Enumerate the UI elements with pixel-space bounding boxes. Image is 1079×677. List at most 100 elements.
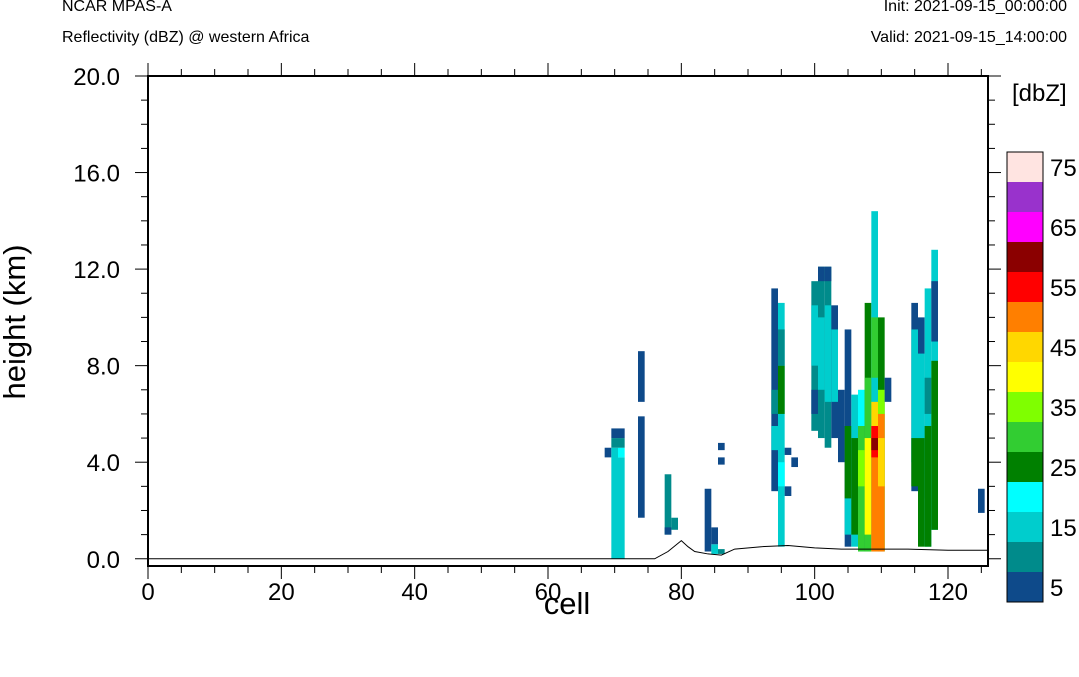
colorbar-swatch bbox=[1007, 332, 1043, 362]
reflectivity-cell bbox=[844, 426, 852, 499]
reflectivity-cell bbox=[638, 351, 645, 402]
reflectivity-cell bbox=[718, 442, 725, 451]
reflectivity-cell bbox=[618, 447, 625, 458]
reflectivity-cell bbox=[778, 302, 785, 547]
reflectivity-cell bbox=[871, 426, 878, 552]
reflectivity-cell bbox=[824, 305, 832, 402]
colorbar-swatch bbox=[1007, 242, 1043, 272]
reflectivity-cell bbox=[611, 438, 618, 448]
axis-ticks bbox=[135, 63, 1001, 579]
colorbar-tick-label: 15 bbox=[1050, 515, 1077, 542]
x-tick-label: 120 bbox=[928, 579, 968, 606]
y-tick-label: 0.0 bbox=[87, 547, 120, 574]
reflectivity-cell bbox=[771, 426, 778, 451]
reflectivity-cell bbox=[784, 447, 792, 455]
colorbar-tick-label: 5 bbox=[1050, 575, 1063, 602]
reflectivity-cell bbox=[811, 305, 818, 366]
reflectivity-cell bbox=[618, 428, 625, 439]
reflectivity-cell bbox=[618, 457, 625, 559]
x-tick-label: 20 bbox=[268, 579, 295, 606]
colorbar-swatch bbox=[1007, 272, 1043, 302]
x-tick-label: 40 bbox=[401, 579, 428, 606]
colorbar-tick-label: 25 bbox=[1050, 455, 1077, 482]
y-axis-title: height (km) bbox=[0, 244, 32, 399]
reflectivity-cell bbox=[778, 329, 785, 366]
reflectivity-cell bbox=[911, 329, 918, 463]
reflectivity-cell bbox=[771, 389, 778, 414]
plot-frame bbox=[147, 75, 989, 567]
valid-time: Valid: 2021-09-15_14:00:00 bbox=[870, 29, 1067, 46]
colorbar-swatch bbox=[1007, 452, 1043, 482]
colorbar-swatch bbox=[1007, 302, 1043, 332]
colorbar-swatch bbox=[1007, 572, 1043, 602]
colorbar-swatch bbox=[1007, 392, 1043, 422]
y-tick-label: 12.0 bbox=[73, 257, 120, 284]
colorbar-tick-label: 55 bbox=[1050, 275, 1077, 302]
reflectivity-cell bbox=[778, 365, 785, 414]
reflectivity-cells bbox=[604, 211, 985, 559]
reflectivity-cell bbox=[878, 438, 885, 487]
reflectivity-cell bbox=[818, 266, 825, 282]
colorbar-swatch bbox=[1007, 482, 1043, 512]
reflectivity-cell bbox=[858, 426, 865, 552]
chart-subtitle: Reflectivity (dBZ) @ western Africa bbox=[62, 29, 310, 46]
axis-tick-labels: 0 20 40 60 80 100 120 0.0 4.0 8.0 12.0 16.0 20.0 bbox=[73, 64, 968, 606]
colorbar-tick-label: 35 bbox=[1050, 395, 1077, 422]
colorbar-border bbox=[1006, 151, 1044, 603]
reflectivity-cell bbox=[884, 377, 892, 402]
model-title: NCAR MPAS-A bbox=[62, 0, 172, 15]
reflectivity-cell bbox=[784, 486, 792, 496]
reflectivity-cell bbox=[711, 544, 718, 554]
x-tick-label: 0 bbox=[141, 579, 154, 606]
x-tick-label: 100 bbox=[795, 579, 835, 606]
colorbar-tick-label: 65 bbox=[1050, 215, 1077, 242]
reflectivity-cell bbox=[704, 488, 712, 552]
y-tick-label: 16.0 bbox=[73, 161, 120, 188]
reflectivity-cell bbox=[831, 329, 838, 402]
colorbar: 5 15 25 35 45 55 65 75 bbox=[1006, 151, 1077, 603]
reflectivity-cell bbox=[871, 438, 878, 451]
reflectivity-cell bbox=[844, 498, 852, 535]
reflectivity-cell bbox=[718, 457, 725, 465]
colorbar-swatch bbox=[1007, 212, 1043, 242]
reflectivity-cell bbox=[618, 438, 625, 448]
reflectivity-cell bbox=[924, 288, 932, 547]
reflectivity-cell bbox=[931, 281, 938, 342]
colorbar-swatch bbox=[1007, 362, 1043, 392]
reflectivity-cell bbox=[711, 527, 718, 545]
reflectivity-cell bbox=[611, 428, 618, 439]
init-time: Init: 2021-09-15_00:00:00 bbox=[883, 0, 1067, 15]
reflectivity-cell bbox=[918, 353, 925, 475]
reflectivity-cell bbox=[911, 438, 918, 487]
plot-border bbox=[147, 75, 989, 567]
reflectivity-cell bbox=[824, 266, 832, 282]
x-axis-title: cell bbox=[544, 586, 591, 621]
reflectivity-cell bbox=[638, 416, 645, 518]
reflectivity-cell bbox=[871, 317, 878, 378]
reflectivity-cell bbox=[918, 438, 925, 547]
reflectivity-cell bbox=[611, 447, 618, 559]
y-tick-label: 4.0 bbox=[87, 450, 120, 477]
reflectivity-cell bbox=[851, 438, 858, 535]
x-tick-label: 60 bbox=[535, 579, 562, 606]
reflectivity-cell bbox=[931, 360, 938, 530]
terrain bbox=[148, 539, 988, 560]
y-tick-label: 20.0 bbox=[73, 64, 120, 91]
colorbar-units-label: [dbZ] bbox=[1012, 80, 1067, 107]
reflectivity-cell bbox=[858, 450, 865, 487]
reflectivity-cell bbox=[811, 389, 818, 414]
reflectivity-cell bbox=[671, 517, 678, 530]
reflectivity-cell bbox=[664, 474, 672, 535]
reflectivity-cell bbox=[818, 317, 825, 390]
reflectivity-cell bbox=[864, 438, 872, 535]
colorbar-swatch bbox=[1007, 422, 1043, 452]
reflectivity-cell bbox=[838, 389, 845, 463]
colorbar-tick-label: 45 bbox=[1050, 335, 1077, 362]
x-tick-label: 80 bbox=[668, 579, 695, 606]
colorbar-swatch bbox=[1007, 512, 1043, 542]
reflectivity-cell bbox=[924, 377, 932, 414]
y-tick-label: 8.0 bbox=[87, 354, 120, 381]
colorbar-swatch bbox=[1007, 152, 1043, 182]
reflectivity-cell bbox=[924, 426, 932, 547]
